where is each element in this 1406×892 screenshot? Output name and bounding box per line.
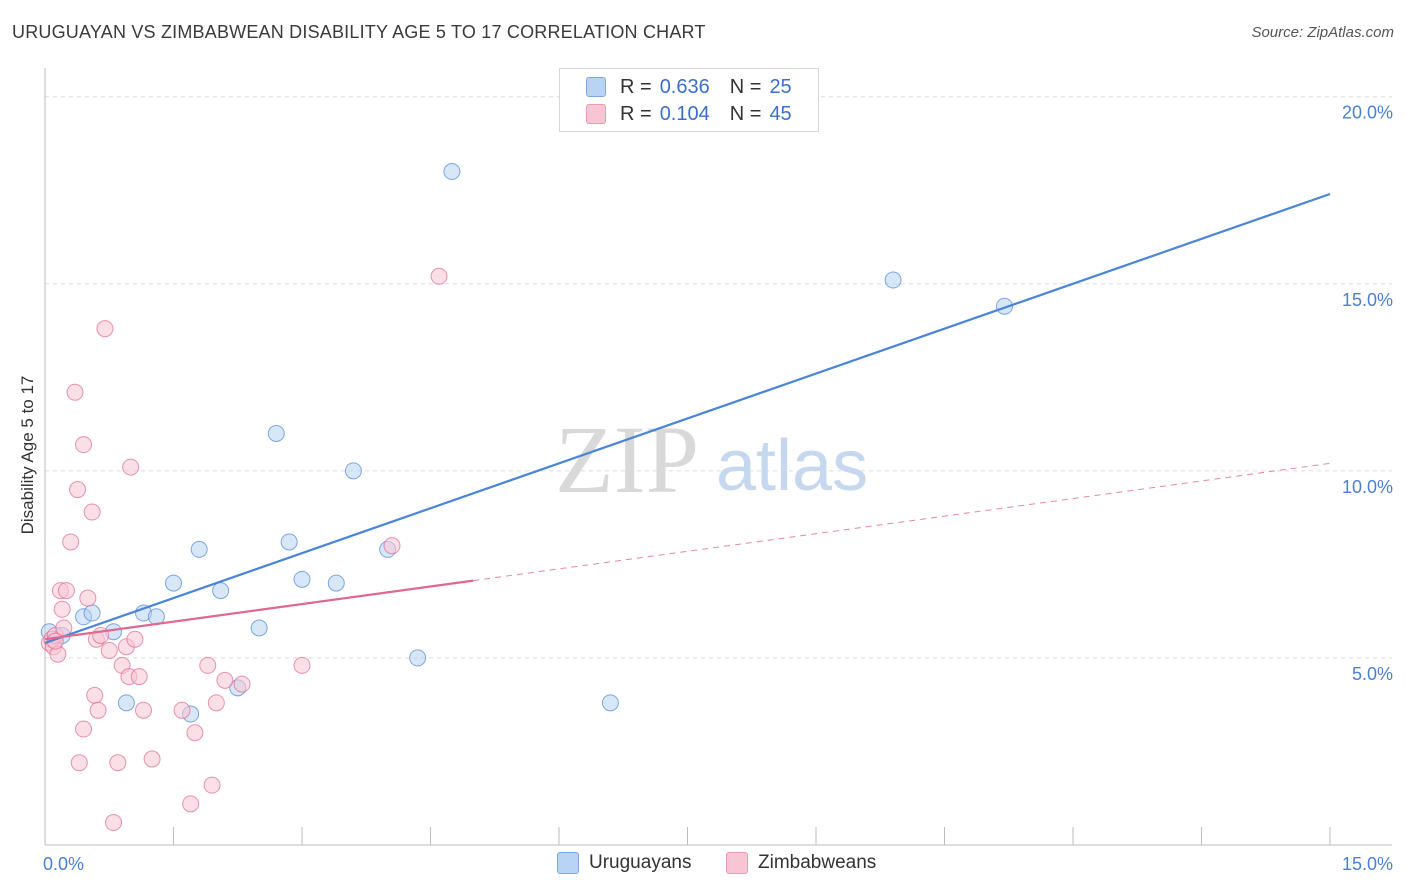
- bottom-legend-zimbabweans: Zimbabweans: [726, 852, 876, 874]
- point-zimbabweans: [186, 724, 204, 742]
- y-tick-label: 20.0%: [1342, 103, 1393, 123]
- point-zimbabweans: [53, 600, 71, 618]
- point-zimbabweans: [109, 754, 127, 772]
- y-tick-label: 10.0%: [1342, 477, 1393, 497]
- point-uruguayans: [212, 582, 230, 600]
- point-zimbabweans: [62, 533, 80, 551]
- point-uruguayans: [409, 649, 427, 667]
- legend-row-zimbabweans: R = 0.104 N = 45: [586, 102, 792, 126]
- watermark-atlas: atlas: [716, 426, 868, 506]
- watermark: ZIP atlas: [555, 406, 868, 513]
- legend-n-value: 25: [769, 75, 792, 98]
- legend: R = 0.636 N = 25 R = 0.104 N = 45: [559, 68, 819, 132]
- point-zimbabweans: [75, 436, 93, 454]
- point-zimbabweans: [86, 686, 104, 704]
- point-zimbabweans: [135, 701, 153, 719]
- point-zimbabweans: [83, 503, 101, 521]
- point-uruguayans: [165, 574, 182, 592]
- bottom-legend-uruguayans: Uruguayans: [557, 852, 691, 874]
- point-zimbabweans: [69, 481, 87, 499]
- point-zimbabweans: [126, 630, 144, 648]
- trend-layer: [44, 192, 1331, 644]
- point-zimbabweans: [70, 754, 88, 772]
- point-zimbabweans: [182, 795, 200, 813]
- point-zimbabweans: [173, 701, 191, 719]
- point-uruguayans: [443, 163, 461, 181]
- axes-layer: [44, 68, 1392, 846]
- trendline-uruguayans: [44, 192, 1331, 644]
- point-uruguayans: [267, 424, 285, 442]
- point-zimbabweans: [122, 458, 140, 476]
- legend-n-label: N =: [729, 75, 762, 98]
- point-zimbabweans: [199, 656, 217, 674]
- legend-swatch-uruguayans: [586, 77, 606, 97]
- point-zimbabweans: [203, 776, 221, 794]
- point-uruguayans: [327, 574, 345, 592]
- point-zimbabweans: [383, 537, 401, 555]
- legend-r-label: R =: [620, 102, 652, 125]
- point-zimbabweans: [130, 668, 148, 686]
- point-zimbabweans: [430, 267, 448, 285]
- y-tick-label: 15.0%: [1342, 290, 1393, 310]
- legend-row-uruguayans: R = 0.636 N = 25: [586, 75, 792, 99]
- point-zimbabweans: [96, 320, 114, 338]
- bottom-legend-label-uruguayans: Uruguayans: [589, 852, 692, 873]
- legend-swatch-zimbabweans: [586, 104, 606, 124]
- legend-r-label: R =: [620, 75, 652, 98]
- bottom-legend-swatch-zimbabweans: [726, 852, 748, 874]
- x-tick-label: 15.0%: [1342, 854, 1393, 874]
- trendline-zimbabweans: [44, 579, 474, 641]
- point-uruguayans: [884, 271, 902, 289]
- point-zimbabweans: [143, 750, 161, 768]
- bottom-legend-label-zimbabweans: Zimbabweans: [758, 852, 877, 873]
- point-zimbabweans: [89, 701, 107, 719]
- point-zimbabweans: [57, 582, 75, 600]
- legend-n-label: N =: [729, 102, 762, 125]
- point-zimbabweans: [75, 720, 93, 738]
- source-label: Source: ZipAtlas.com: [1251, 24, 1394, 41]
- point-uruguayans: [117, 694, 135, 712]
- bottom-legend-swatch-uruguayans: [557, 852, 579, 874]
- point-zimbabweans: [66, 383, 84, 401]
- points-layer: [40, 163, 1013, 832]
- point-uruguayans: [83, 604, 101, 622]
- point-zimbabweans: [105, 814, 123, 832]
- point-zimbabweans: [293, 656, 311, 674]
- legend-n-value: 45: [769, 102, 792, 125]
- point-zimbabweans: [100, 641, 118, 659]
- point-zimbabweans: [216, 671, 234, 689]
- point-uruguayans: [280, 533, 298, 551]
- point-uruguayans: [293, 570, 311, 588]
- point-zimbabweans: [207, 694, 225, 712]
- legend-r-value: 0.104: [659, 102, 710, 125]
- point-uruguayans: [190, 540, 208, 558]
- point-zimbabweans: [79, 589, 97, 607]
- point-zimbabweans: [233, 675, 251, 693]
- point-uruguayans: [601, 694, 619, 712]
- grid-layer: [45, 96, 1392, 659]
- point-uruguayans: [344, 462, 362, 480]
- chart-title: URUGUAYAN VS ZIMBABWEAN DISABILITY AGE 5…: [12, 22, 706, 42]
- x-tick-label: 0.0%: [43, 854, 84, 874]
- tick-labels: 5.0% 10.0% 15.0% 20.0% 0.0% 15.0%: [43, 103, 1393, 874]
- trendline-zimbabweans-extrapolated: [473, 462, 1331, 582]
- y-tick-label: 5.0%: [1352, 664, 1393, 684]
- point-uruguayans: [250, 619, 268, 637]
- legend-r-value: 0.636: [659, 75, 710, 98]
